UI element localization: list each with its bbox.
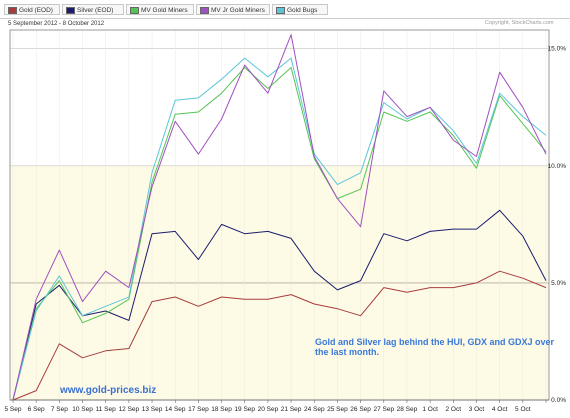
series-line-mv-jr-gold-miners bbox=[12, 34, 547, 401]
legend-item: Silver (EOD) bbox=[62, 4, 124, 15]
x-tick-label: 14 Sep bbox=[165, 406, 186, 413]
x-axis-ticks: 5 Sep 6 Sep 7 Sep 10 Sep 11 Sep 12 Sep 13 Sep 1… bbox=[5, 399, 549, 413]
website-label: www.gold-prices.biz bbox=[59, 385, 156, 396]
series-line-silver-eod bbox=[12, 209, 547, 401]
legend-label: Gold (EOD) bbox=[19, 7, 53, 14]
x-tick-label: 19 Sep bbox=[234, 406, 255, 413]
copyright-text: Copyright, StockCharts.com bbox=[485, 20, 554, 26]
y-axis-ticks: 0.0% 5.0% 10.0% 15.0% bbox=[548, 46, 567, 404]
legend-swatch bbox=[8, 7, 17, 14]
x-tick-label: 4 Oct bbox=[492, 406, 508, 413]
y-tick-label: 15.0% bbox=[548, 46, 567, 53]
legend-swatch bbox=[66, 7, 75, 14]
legend-item: Gold Bugs bbox=[272, 4, 328, 15]
x-tick-label: 5 Oct bbox=[515, 406, 531, 413]
x-tick-label: 27 Sep bbox=[373, 406, 394, 413]
x-tick-label: 12 Sep bbox=[119, 406, 140, 413]
x-tick-label: 18 Sep bbox=[211, 406, 232, 413]
x-tick-label: 26 Sep bbox=[350, 406, 371, 413]
annotation-line-1: Gold and Silver lag behind the HUI, GDX … bbox=[315, 337, 555, 347]
y-tick-label: 0.0% bbox=[551, 397, 566, 404]
legend-swatch bbox=[200, 7, 209, 14]
y-tick-label: 10.0% bbox=[548, 163, 567, 170]
x-tick-label: 1 Oct bbox=[422, 406, 438, 413]
x-tick-label: 24 Sep bbox=[304, 406, 325, 413]
legend-label: Silver (EOD) bbox=[77, 7, 114, 14]
legend-label: MV Jr Gold Miners bbox=[211, 7, 265, 14]
x-tick-label: 20 Sep bbox=[258, 406, 279, 413]
x-tick-label: 17 Sep bbox=[188, 406, 209, 413]
x-tick-label: 7 Sep bbox=[51, 406, 68, 413]
chart-legend: Gold (EOD) Silver (EOD) MV Gold Miners MV J… bbox=[0, 0, 570, 19]
series-line-mv-gold-miners bbox=[12, 67, 547, 401]
x-tick-label: 25 Sep bbox=[327, 406, 348, 413]
plot-background-upper bbox=[10, 30, 549, 166]
legend-swatch bbox=[276, 7, 285, 14]
x-tick-label: 5 Sep bbox=[5, 406, 22, 413]
date-range: 5 September 2012 - 8 October 2012 bbox=[8, 21, 105, 27]
x-tick-label: 2 Oct bbox=[446, 406, 462, 413]
legend-swatch bbox=[130, 7, 139, 14]
x-tick-label: 10 Sep bbox=[72, 406, 93, 413]
x-tick-label: 6 Sep bbox=[28, 406, 45, 413]
series-line-gold-bugs bbox=[12, 57, 547, 401]
legend-label: MV Gold Miners bbox=[141, 7, 188, 14]
x-tick-label: 3 Oct bbox=[469, 406, 485, 413]
y-tick-label: 5.0% bbox=[551, 280, 566, 287]
annotation-line-2: the last month. bbox=[315, 347, 379, 357]
x-tick-label: 21 Sep bbox=[281, 406, 302, 413]
legend-item: MV Gold Miners bbox=[126, 4, 194, 15]
series-lines bbox=[12, 34, 547, 401]
x-tick-label: 13 Sep bbox=[142, 406, 163, 413]
legend-item: Gold (EOD) bbox=[4, 4, 60, 15]
gridlines bbox=[10, 30, 549, 401]
legend-label: Gold Bugs bbox=[287, 7, 318, 14]
x-tick-label: 28 Sep bbox=[397, 406, 418, 413]
legend-item: MV Jr Gold Miners bbox=[196, 4, 270, 15]
series-line-gold-eod bbox=[12, 270, 547, 401]
x-tick-label: 11 Sep bbox=[96, 406, 117, 413]
